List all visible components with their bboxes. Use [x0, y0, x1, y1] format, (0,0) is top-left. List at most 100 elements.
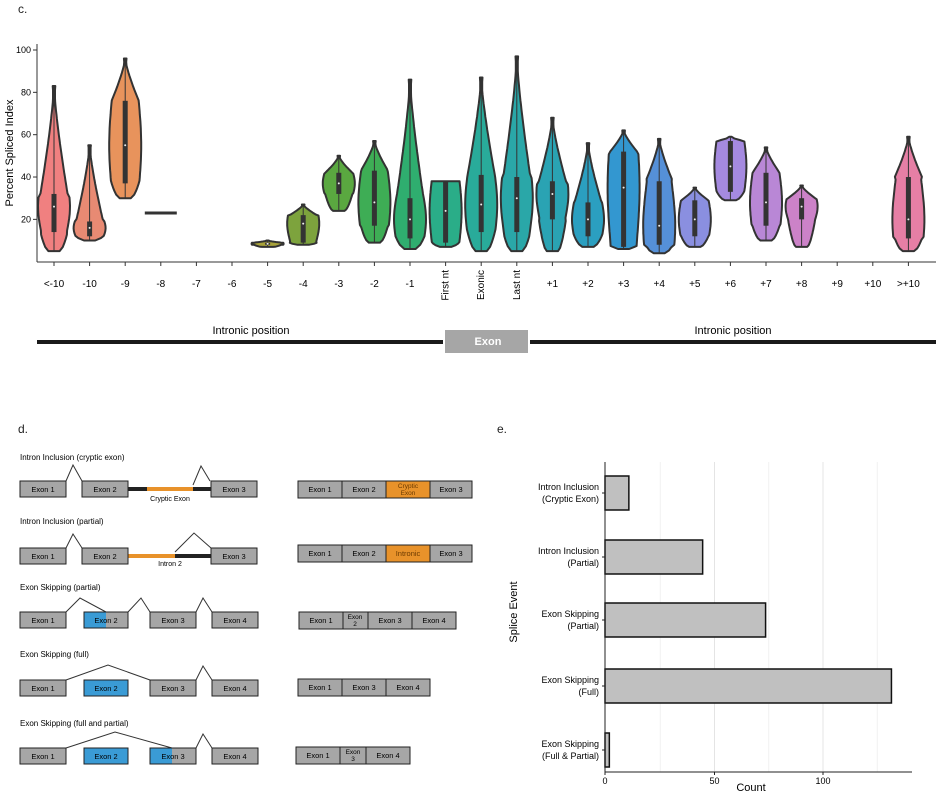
exon-box-partial: Exon 3 [149, 747, 197, 765]
svg-text:Exon 4: Exon 4 [376, 751, 399, 760]
svg-text:Exon 4: Exon 4 [223, 752, 246, 761]
violin-First_nt [428, 180, 463, 248]
violin-median [622, 186, 625, 189]
violin-box [905, 177, 911, 239]
splice-junction [65, 597, 107, 613]
svg-text:Exon 1: Exon 1 [31, 485, 54, 494]
violin-median [729, 165, 732, 168]
svg-text:Exon 3: Exon 3 [352, 683, 375, 692]
violin-median [266, 242, 269, 245]
violin-box [621, 151, 627, 247]
x-tick-label: -8 [156, 279, 165, 290]
bar-series [604, 475, 893, 768]
svg-text:Exon 4: Exon 4 [396, 683, 419, 692]
svg-text:Exon 3: Exon 3 [161, 752, 184, 761]
violin-_2 [357, 140, 392, 244]
y-tick-label: 40 [21, 172, 31, 182]
violin-_4 [642, 137, 677, 255]
splice-junction [195, 664, 213, 681]
region-right-label: Intronic position [694, 325, 771, 337]
y-tick-label: 20 [21, 214, 31, 224]
bar-category-label: (Partial) [567, 621, 599, 631]
svg-text:Exon 1: Exon 1 [31, 616, 54, 625]
svg-text:Exon 3: Exon 3 [161, 684, 184, 693]
mature-transcript: Exon 1 Exon 2 Exon 3 Exon 4 [298, 611, 457, 630]
exon-box: Exon 3 [149, 679, 197, 697]
svg-text:Exon 1: Exon 1 [308, 683, 331, 692]
bar-category-label: (Cryptic Exon) [542, 494, 599, 504]
x-tick-label: -10 [82, 279, 97, 290]
bar-category-label: (Full & Partial) [542, 751, 599, 761]
splice-junction [65, 463, 83, 482]
mature-transcript: Exon 1 Exon 2 Cryptic Exon Exon 3 [297, 480, 473, 499]
violin-box [514, 177, 520, 233]
exon-box-skipped: Exon 2 [83, 679, 129, 697]
bar-category-label: Exon Skipping [541, 609, 599, 619]
violin-median [693, 218, 696, 221]
splice-junction [174, 532, 212, 553]
violin-box [407, 198, 413, 239]
exon-box: Exon 4 [211, 611, 259, 629]
y-tick-label: 100 [16, 45, 31, 55]
splice-junction [195, 732, 213, 749]
x-tick-label: 0 [602, 776, 607, 786]
diagram-title-5: Exon Skipping (full and partial) [20, 719, 129, 728]
x-tick-label: +6 [725, 279, 737, 290]
violin-median [124, 144, 127, 147]
x-tick-label: +4 [653, 279, 665, 290]
svg-text:Exon 1: Exon 1 [308, 485, 331, 494]
svg-text:Exon 3: Exon 3 [439, 485, 462, 494]
x-tick-label: Exonic [476, 270, 487, 300]
x-tick-label: Last nt [512, 270, 523, 300]
violin-median [409, 218, 411, 221]
exon-box: Exon 1 [19, 547, 67, 565]
x-tick-label: <-10 [44, 279, 65, 290]
violin-median [800, 205, 803, 208]
exon-box-skipped: Exon 2 [83, 747, 129, 765]
bar-category-label: Exon Skipping [541, 739, 599, 749]
splice-junction [127, 597, 151, 613]
bar [604, 539, 704, 575]
violin-_5 [250, 239, 285, 248]
bar [604, 732, 611, 768]
violin-median [88, 226, 91, 229]
violin-median [587, 218, 589, 221]
violin-_3 [606, 129, 641, 250]
svg-text:Exon 2: Exon 2 [94, 684, 117, 693]
x-tick-label: +3 [618, 279, 630, 290]
violin-box [763, 172, 769, 226]
violin-_6 [713, 135, 748, 202]
exon-box: Exon 2 [81, 547, 129, 565]
violin-_8 [784, 184, 819, 248]
x-tick-label: -4 [299, 279, 308, 290]
violin-median [907, 218, 910, 221]
svg-text:Exon 2: Exon 2 [352, 485, 375, 494]
violin-x-ticks: <-10 -10 -9 -8 -7 -6 -5 -4 -3 -2 -1 First nt Exonic L… [44, 262, 920, 301]
exon-box: Exon 2 [81, 480, 129, 498]
violin-median [480, 203, 483, 206]
bar-category-label: Intron Inclusion [538, 546, 599, 556]
svg-text:Exon 4: Exon 4 [223, 684, 246, 693]
bar-category-label: (Partial) [567, 558, 599, 568]
svg-text:Exon 4: Exon 4 [422, 616, 445, 625]
violin-box [799, 198, 805, 220]
violin-median [53, 205, 55, 208]
panel-d-label: d. [18, 422, 29, 436]
exon-word: Exon [348, 614, 363, 621]
svg-text:Exon 1: Exon 1 [309, 616, 332, 625]
svg-text:Exon 2: Exon 2 [94, 616, 117, 625]
svg-text:Exon 3: Exon 3 [222, 552, 245, 561]
cryptic-exon-label: Cryptic Exon [150, 496, 190, 503]
x-tick-label: +1 [547, 279, 559, 290]
bar [604, 668, 893, 704]
exon-box: Exon 1 [19, 611, 67, 629]
violin-box [51, 193, 57, 233]
mature-transcript: Exon 1 Exon 3 Exon 4 [295, 746, 411, 765]
violin-median [515, 197, 518, 200]
svg-text:Exon 3: Exon 3 [378, 616, 401, 625]
violin-_1 [393, 78, 427, 250]
svg-text:Intronic: Intronic [396, 549, 421, 558]
violin-y-ticks: 20 40 60 80 100 [16, 45, 37, 224]
bar-category-labels: Intron Inclusion (Cryptic Exon) Intron Inc… [538, 482, 605, 761]
